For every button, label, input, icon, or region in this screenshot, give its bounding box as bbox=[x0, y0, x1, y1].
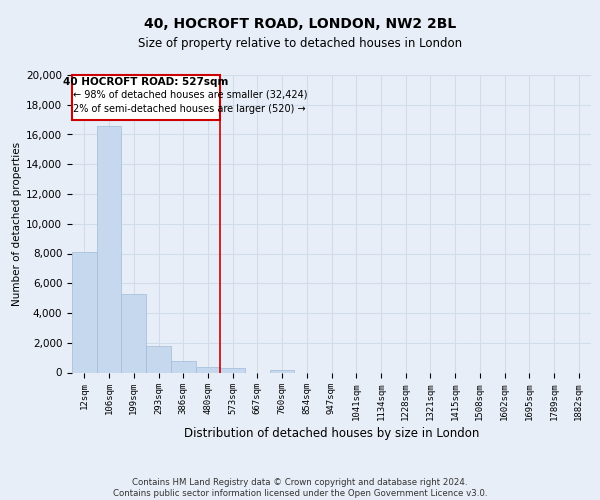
Text: 40 HOCROFT ROAD: 527sqm: 40 HOCROFT ROAD: 527sqm bbox=[64, 78, 229, 88]
Bar bbox=[72, 75, 220, 120]
Bar bbox=[97, 126, 121, 372]
Text: 40, HOCROFT ROAD, LONDON, NW2 2BL: 40, HOCROFT ROAD, LONDON, NW2 2BL bbox=[144, 18, 456, 32]
Bar bbox=[270, 370, 295, 372]
Text: ← 98% of detached houses are smaller (32,424): ← 98% of detached houses are smaller (32… bbox=[73, 90, 308, 100]
Bar bbox=[196, 368, 220, 372]
Bar bbox=[171, 360, 196, 372]
Bar bbox=[220, 368, 245, 372]
Bar bbox=[146, 346, 171, 372]
Text: Size of property relative to detached houses in London: Size of property relative to detached ho… bbox=[138, 38, 462, 51]
Bar bbox=[121, 294, 146, 372]
Text: Contains HM Land Registry data © Crown copyright and database right 2024.
Contai: Contains HM Land Registry data © Crown c… bbox=[113, 478, 487, 498]
X-axis label: Distribution of detached houses by size in London: Distribution of detached houses by size … bbox=[184, 427, 479, 440]
Bar bbox=[72, 252, 97, 372]
Text: 2% of semi-detached houses are larger (520) →: 2% of semi-detached houses are larger (5… bbox=[73, 104, 306, 114]
Y-axis label: Number of detached properties: Number of detached properties bbox=[12, 142, 22, 306]
